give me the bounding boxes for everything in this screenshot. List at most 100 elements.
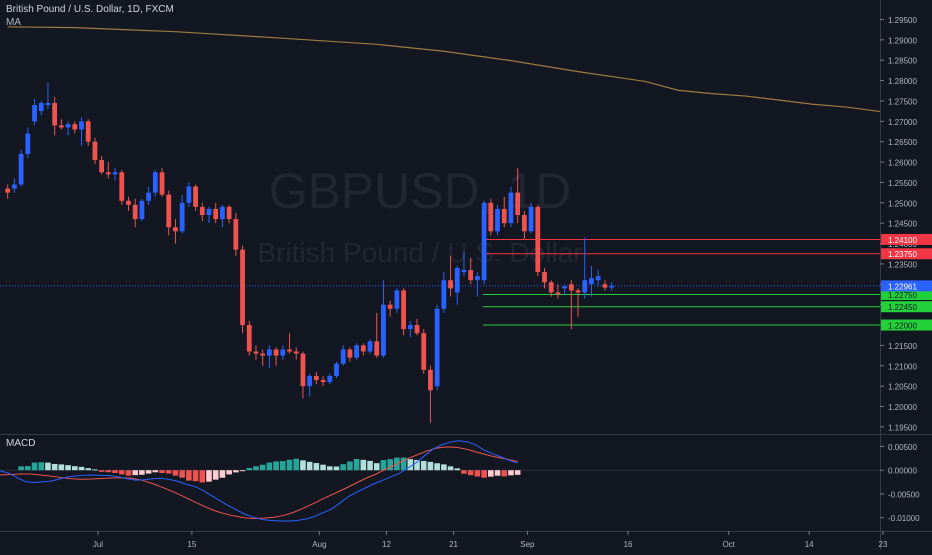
candle-body [119,172,125,201]
macd-hist-bar [380,460,387,471]
candle-body [199,206,205,216]
candle [434,304,440,391]
candle-body [327,375,333,383]
candle-body [139,200,145,220]
watermark-symbol: GBPUSD, 1D [269,163,572,219]
level-label: 1.22450 [888,303,917,312]
candle [401,288,406,336]
candle-body [448,280,453,289]
macd-hist-bar [494,470,501,476]
candle-body [240,249,245,326]
candle [535,204,541,277]
current-price-tag [881,280,932,292]
candle-body [52,103,58,126]
macd-hist-bar [280,461,286,471]
macd-hist-bar [125,470,132,476]
macd-hist-bar [38,462,45,471]
candle-body [293,351,299,354]
watermark-description: British Pound / U.S. Dollar [257,237,582,268]
candle [220,204,225,228]
candle-body [421,333,427,370]
macd-hist-bar [18,466,24,471]
macd-tick-label: -0.00500 [888,490,920,499]
time-tick-label: 23 [879,540,888,549]
candle-body [381,304,386,356]
candle-body [515,192,521,216]
candle [119,170,125,205]
candle-body [112,172,118,175]
candle-body [535,206,541,273]
candle [381,280,386,358]
macd-hist-bar [441,464,447,471]
macd-hist-bar [387,459,393,471]
candle [367,339,373,354]
candle-body [401,290,406,330]
candle [273,347,279,366]
time-tick-label: 15 [187,540,196,549]
candle [528,202,534,234]
candle [5,184,11,199]
candle-body [488,202,494,232]
macd-hist-bar [65,465,71,471]
macd-hist-bar [206,470,212,482]
candle-body [92,141,98,161]
candle [186,182,192,207]
candle [300,351,306,399]
candle-body [105,172,111,175]
candle-body [220,206,225,220]
candle [213,202,219,224]
candle [146,186,152,205]
candle-body [45,103,51,106]
candle [139,198,145,222]
candle-body [602,284,608,288]
candle [18,149,24,187]
candle [206,206,212,224]
candle-body [461,270,467,273]
macd-hist-bar [326,466,333,471]
candle [428,365,433,423]
macd-hist-bar [461,470,467,474]
candle [307,373,313,397]
candle-body [428,369,433,391]
macd-hist-bar [300,460,306,471]
macd-hist-bar [259,464,266,471]
candle [12,178,17,193]
candle-body [179,202,185,232]
macd-hist-bar [78,466,85,471]
price-tick-label: 1.29500 [888,16,917,25]
candle [65,121,71,136]
macd-line [0,440,518,522]
candle-body [394,290,400,309]
candle-body [320,380,326,383]
candle-body [542,272,547,283]
candle [508,186,514,228]
candle-body [441,280,447,309]
macd-hist-bar [186,470,192,481]
macd-hist-bar [132,470,138,476]
candle [501,196,507,228]
macd-hist-bar [340,464,346,471]
macd-hist-bar [353,458,360,471]
level-label: 1.22000 [888,322,917,331]
candle [441,272,447,313]
candle [179,194,185,234]
candle-body [434,308,440,387]
candle-body [173,227,178,232]
candle [589,265,594,297]
macd-tick-label: 0.00000 [888,467,917,476]
candle-body [79,121,84,130]
candle-body [193,186,198,207]
macd-hist-bar [306,461,313,471]
macd-hist-bar [481,470,487,478]
macd-hist-bar [253,466,259,471]
candle [327,373,333,385]
candle [394,288,400,313]
candle [32,98,37,126]
candle [246,320,252,356]
candle [25,127,31,158]
macd-hist-bar [98,470,105,472]
macd-hist-bar [152,470,159,473]
candle [468,257,474,285]
